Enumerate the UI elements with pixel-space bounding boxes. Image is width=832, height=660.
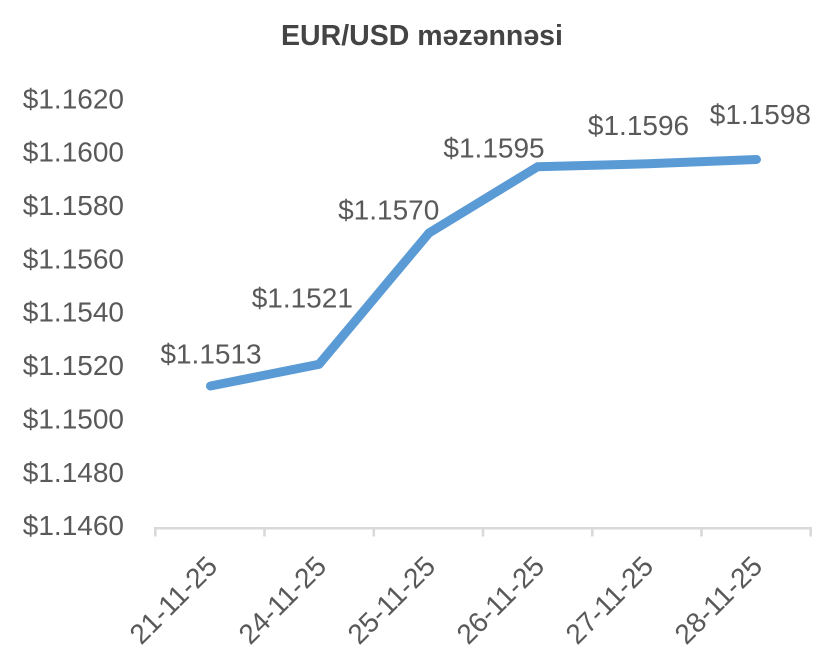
- svg-text:EUR/USD məzənnəsi: EUR/USD məzənnəsi: [281, 20, 563, 52]
- svg-text:$1.1620: $1.1620: [23, 83, 124, 114]
- svg-text:$1.1598: $1.1598: [710, 99, 811, 130]
- svg-text:$1.1480: $1.1480: [23, 457, 124, 488]
- svg-text:$1.1560: $1.1560: [23, 243, 124, 274]
- svg-text:$1.1580: $1.1580: [23, 190, 124, 221]
- svg-text:$1.1500: $1.1500: [23, 403, 124, 434]
- svg-text:$1.1570: $1.1570: [338, 195, 439, 226]
- svg-text:$1.1460: $1.1460: [23, 510, 124, 541]
- svg-text:$1.1540: $1.1540: [23, 297, 124, 328]
- svg-text:$1.1595: $1.1595: [443, 133, 544, 164]
- svg-text:$1.1521: $1.1521: [252, 283, 353, 314]
- svg-text:$1.1596: $1.1596: [588, 110, 689, 141]
- svg-text:$1.1513: $1.1513: [160, 339, 261, 370]
- svg-text:$1.1520: $1.1520: [23, 350, 124, 381]
- svg-text:$1.1600: $1.1600: [23, 137, 124, 168]
